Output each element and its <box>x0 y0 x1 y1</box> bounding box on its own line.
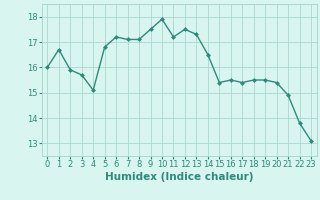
X-axis label: Humidex (Indice chaleur): Humidex (Indice chaleur) <box>105 172 253 182</box>
